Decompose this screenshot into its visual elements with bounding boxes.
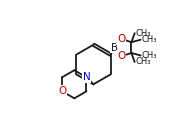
- Text: O: O: [117, 51, 125, 61]
- Text: CH₃: CH₃: [136, 58, 151, 66]
- Text: O: O: [58, 86, 66, 96]
- Text: O: O: [117, 34, 125, 44]
- Text: B: B: [111, 43, 118, 53]
- Text: CH₃: CH₃: [142, 51, 157, 60]
- Text: CH₃: CH₃: [142, 35, 157, 44]
- Text: N: N: [83, 72, 90, 82]
- Text: CH₃: CH₃: [136, 29, 151, 38]
